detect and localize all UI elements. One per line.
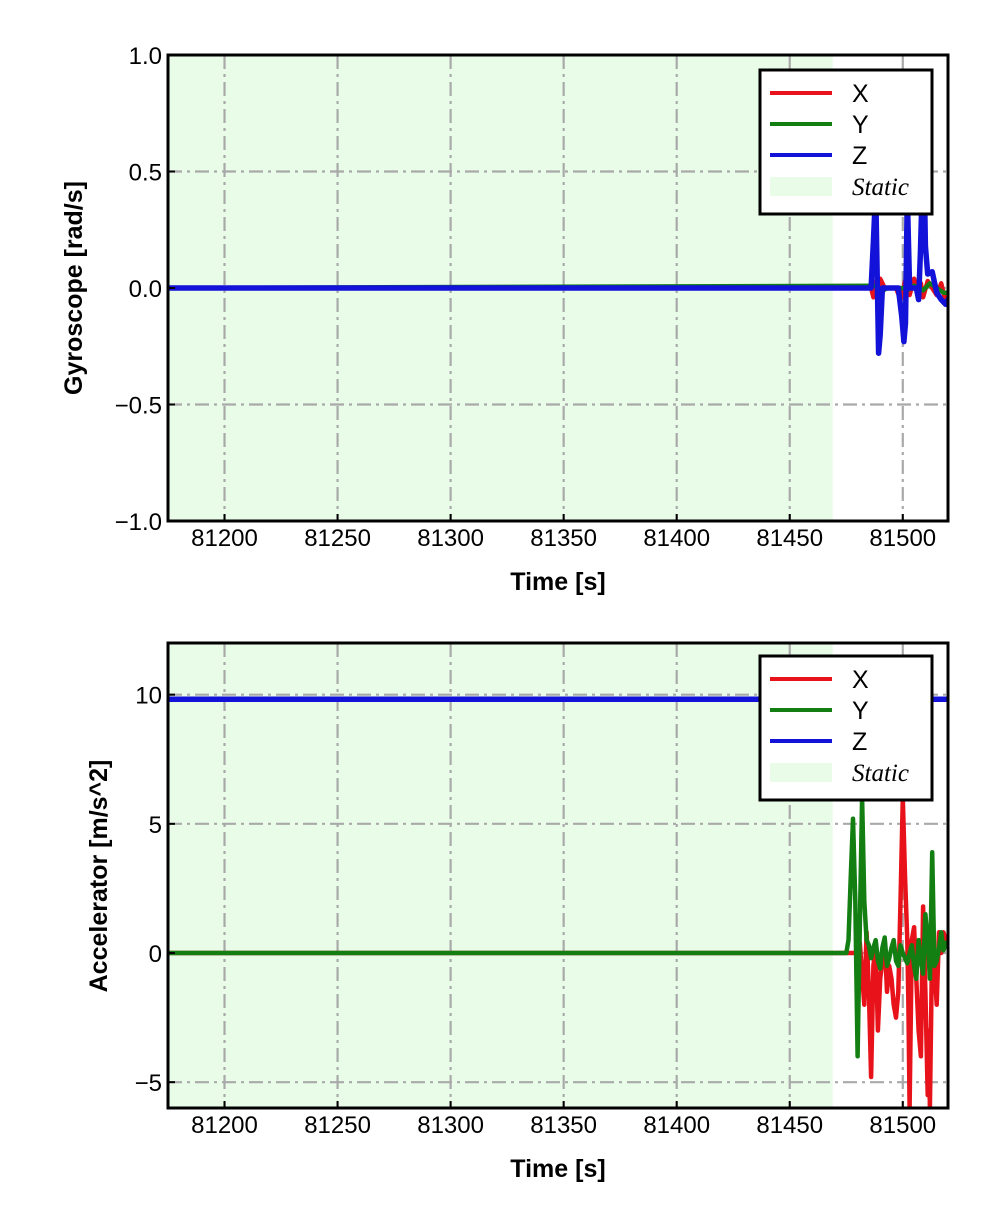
gyroscope-legend-z-label: Z <box>852 142 867 170</box>
gyroscope-legend-static-swatch <box>770 177 832 196</box>
accelerator-ytick-label-0: −5 <box>135 1070 162 1097</box>
accelerator-series-y <box>168 795 948 1059</box>
accelerator-legend-z-label: Z <box>852 728 867 756</box>
gyroscope-xtick-label-1: 81250 <box>304 525 371 552</box>
accelerator-y-axis-title: Accelerator [m/s^2] <box>85 760 113 993</box>
accelerator-xtick-label-3: 81350 <box>530 1112 597 1139</box>
gyroscope-xtick-label-3: 81350 <box>530 525 597 552</box>
accelerator-xtick-label-2: 81300 <box>417 1112 484 1139</box>
gyroscope-y-axis-title: Gyroscope [rad/s] <box>60 181 88 395</box>
accelerator-legend-static-swatch <box>770 763 832 782</box>
accelerator-legend-y-label: Y <box>852 697 869 725</box>
gyroscope-xtick-label-0: 81200 <box>191 525 258 552</box>
gyroscope-legend-static-label: Static <box>852 174 909 201</box>
accelerator-legend-static-label: Static <box>852 760 909 787</box>
accelerator-ytick-label-1: 0 <box>149 941 162 968</box>
accelerator-xtick-label-0: 81200 <box>191 1112 258 1139</box>
accelerator-ytick-label-3: 10 <box>135 683 162 710</box>
gyroscope-legend-x-label: X <box>852 80 869 108</box>
accelerator-xtick-label-5: 81450 <box>756 1112 823 1139</box>
gyroscope-ytick-label-1: −0.5 <box>115 393 162 420</box>
accelerator-ytick-label-2: 5 <box>149 812 162 839</box>
gyroscope-ytick-label-4: 1.0 <box>129 43 162 70</box>
gyroscope-xtick-label-6: 81500 <box>869 525 936 552</box>
gyroscope-xtick-label-4: 81400 <box>643 525 710 552</box>
gyroscope-xtick-label-2: 81300 <box>417 525 484 552</box>
gyroscope-ytick-label-3: 0.5 <box>129 160 162 187</box>
gyroscope-legend-y-label: Y <box>852 111 869 139</box>
accelerator-plot-frame <box>166 641 950 1110</box>
gyroscope-chart: 81200 81250 81300 81350 81400 81450 81500 −1.0 −… <box>60 43 950 596</box>
accelerator-ticks: 81200 81250 81300 81350 81400 81450 81500 −5 0 5 1… <box>135 683 937 1139</box>
gyroscope-x-axis-title: Time [s] <box>510 568 605 596</box>
gyroscope-ytick-label-2: 0.0 <box>129 276 162 303</box>
accelerator-static-region <box>168 643 833 1108</box>
accelerator-xtick-label-1: 81250 <box>304 1112 371 1139</box>
accelerator-legend-x-label: X <box>852 666 869 694</box>
gyroscope-series-z <box>168 145 948 356</box>
accelerator-x-axis-title: Time [s] <box>510 1155 605 1183</box>
gyroscope-legend: X Y Z Static <box>758 68 934 216</box>
accelerator-xtick-label-6: 81500 <box>869 1112 936 1139</box>
gyroscope-series <box>168 145 948 356</box>
accelerator-xtick-label-4: 81400 <box>643 1112 710 1139</box>
gyroscope-xtick-label-5: 81450 <box>756 525 823 552</box>
accelerator-chart: 81200 81250 81300 81350 81400 81450 81500 −5 0 5 1… <box>85 641 950 1183</box>
gyroscope-ytick-label-0: −1.0 <box>115 509 162 536</box>
gyroscope-ticks: 81200 81250 81300 81350 81400 81450 81500 −1.0 −… <box>115 43 937 552</box>
accelerator-legend: X Y Z Static <box>758 654 934 802</box>
